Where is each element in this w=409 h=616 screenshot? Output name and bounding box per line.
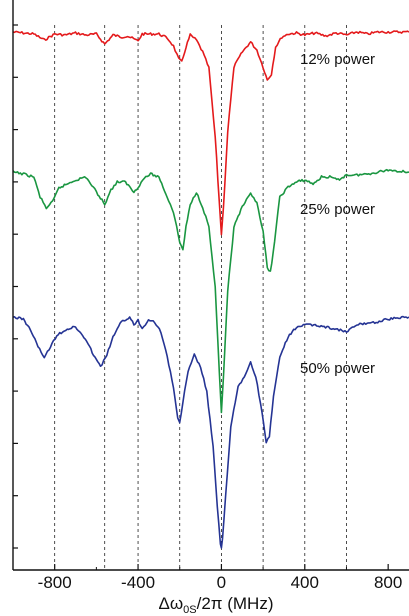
x-tick-label-0: -800 xyxy=(38,573,72,592)
x-tick-label-3: 400 xyxy=(291,573,319,592)
x-axis-title-main: Δω xyxy=(159,594,184,613)
trace-label-3: 50% power xyxy=(300,360,375,377)
x-axis-title-sub: 0S xyxy=(183,604,196,616)
x-axis-title-rest: /2π (MHz) xyxy=(197,594,274,613)
trace-label-1: 12% power xyxy=(300,51,375,68)
gridlines xyxy=(55,25,347,568)
x-tick-label-1: -400 xyxy=(121,573,155,592)
x-axis-title: Δω0S/2π (MHz) xyxy=(159,594,274,616)
trace-3 xyxy=(13,317,409,548)
x-tick-label-2: 0 xyxy=(217,573,226,592)
trace-label-2: 25% power xyxy=(300,201,375,218)
x-tick-label-4: 800 xyxy=(374,573,402,592)
traces xyxy=(13,31,409,548)
